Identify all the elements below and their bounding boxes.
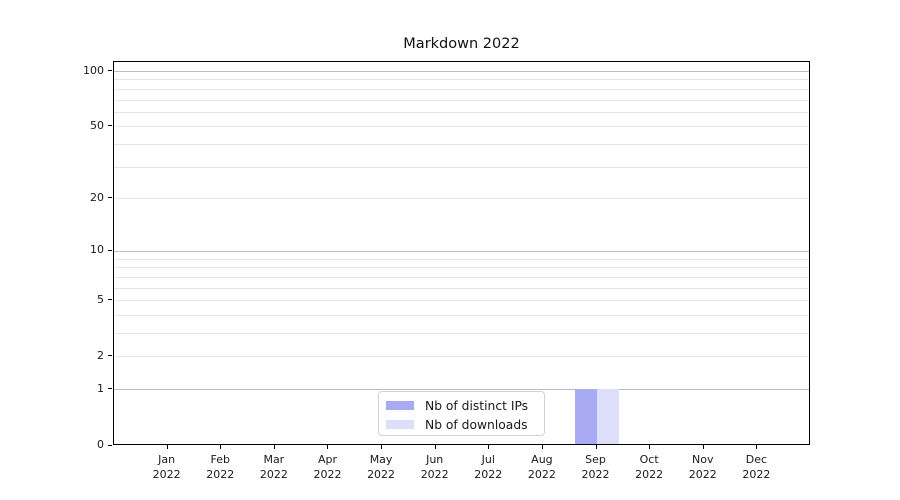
x-tick-label: Sep 2022	[581, 452, 610, 481]
y-tick	[108, 249, 112, 251]
x-tick	[541, 445, 543, 449]
x-tick	[756, 445, 758, 449]
y-tick	[108, 197, 112, 199]
gridline-minor	[114, 126, 809, 128]
y-tick	[108, 444, 112, 446]
y-tick-label: 10	[90, 243, 104, 257]
x-tick-label: Feb 2022	[206, 452, 235, 481]
x-tick-label: Oct 2022	[635, 452, 664, 481]
gridline-minor	[114, 314, 809, 316]
y-tick-label: 100	[83, 63, 104, 77]
gridline-minor	[114, 111, 809, 113]
x-tick-label: Apr 2022	[313, 452, 342, 481]
x-tick	[649, 445, 651, 449]
gridline-minor	[114, 258, 809, 260]
x-tick	[595, 445, 597, 449]
y-tick-label: 2	[97, 348, 104, 362]
y-tick-label: 20	[90, 190, 104, 204]
x-tick	[381, 445, 383, 449]
x-tick-label: Mar 2022	[259, 452, 288, 481]
x-tick	[702, 445, 704, 449]
x-tick-label: Aug 2022	[527, 452, 556, 481]
x-tick-label: May 2022	[367, 452, 396, 481]
x-tick	[220, 445, 222, 449]
legend: Nb of distinct IPs Nb of downloads	[378, 391, 545, 436]
gridline-minor	[114, 287, 809, 289]
gridline-major	[114, 250, 809, 252]
gridline-minor	[114, 276, 809, 278]
gridline-minor	[114, 356, 809, 358]
x-tick	[327, 445, 329, 449]
legend-swatch-distinct-ips	[386, 401, 414, 410]
y-tick-label: 1	[97, 381, 104, 395]
gridline-minor	[114, 99, 809, 101]
legend-item-distinct-ips: Nb of distinct IPs	[386, 396, 544, 415]
y-tick-label: 0	[97, 438, 104, 451]
gridline-major	[114, 71, 809, 72]
gridline-major	[114, 389, 809, 391]
y-tick	[108, 70, 112, 71]
gridline-minor	[114, 198, 809, 200]
legend-swatch-downloads	[386, 420, 414, 429]
gridline-minor	[114, 88, 809, 90]
chart-title: Markdown 2022	[403, 36, 520, 52]
x-tick	[488, 445, 490, 449]
gridline-minor	[114, 333, 809, 334]
x-tick-label: Jun 2022	[420, 452, 449, 481]
x-tick-label: Dec 2022	[742, 452, 771, 481]
gridline-minor	[114, 144, 809, 146]
y-tick	[108, 355, 112, 357]
y-tick-label: 50	[90, 118, 104, 132]
x-tick	[273, 445, 275, 449]
y-tick	[108, 299, 112, 301]
legend-item-downloads: Nb of downloads	[386, 415, 544, 434]
y-tick	[108, 388, 112, 390]
y-tick	[108, 125, 112, 127]
legend-label-distinct-ips: Nb of distinct IPs	[425, 398, 529, 413]
x-tick-label: Jul 2022	[474, 452, 503, 481]
gridline-minor	[114, 300, 809, 302]
x-tick	[434, 445, 436, 449]
plot-area	[113, 61, 810, 445]
x-tick-label: Nov 2022	[688, 452, 717, 481]
gridline-minor	[114, 79, 809, 81]
bar-nb-of-distinct-ips	[574, 389, 597, 445]
x-tick	[166, 445, 168, 449]
gridline-minor	[114, 166, 809, 168]
legend-label-downloads: Nb of downloads	[425, 417, 528, 432]
y-tick-label: 5	[97, 292, 104, 306]
gridline-minor	[114, 267, 809, 269]
bar-nb-of-downloads	[596, 389, 619, 445]
x-tick-label: Jan 2022	[152, 452, 181, 481]
